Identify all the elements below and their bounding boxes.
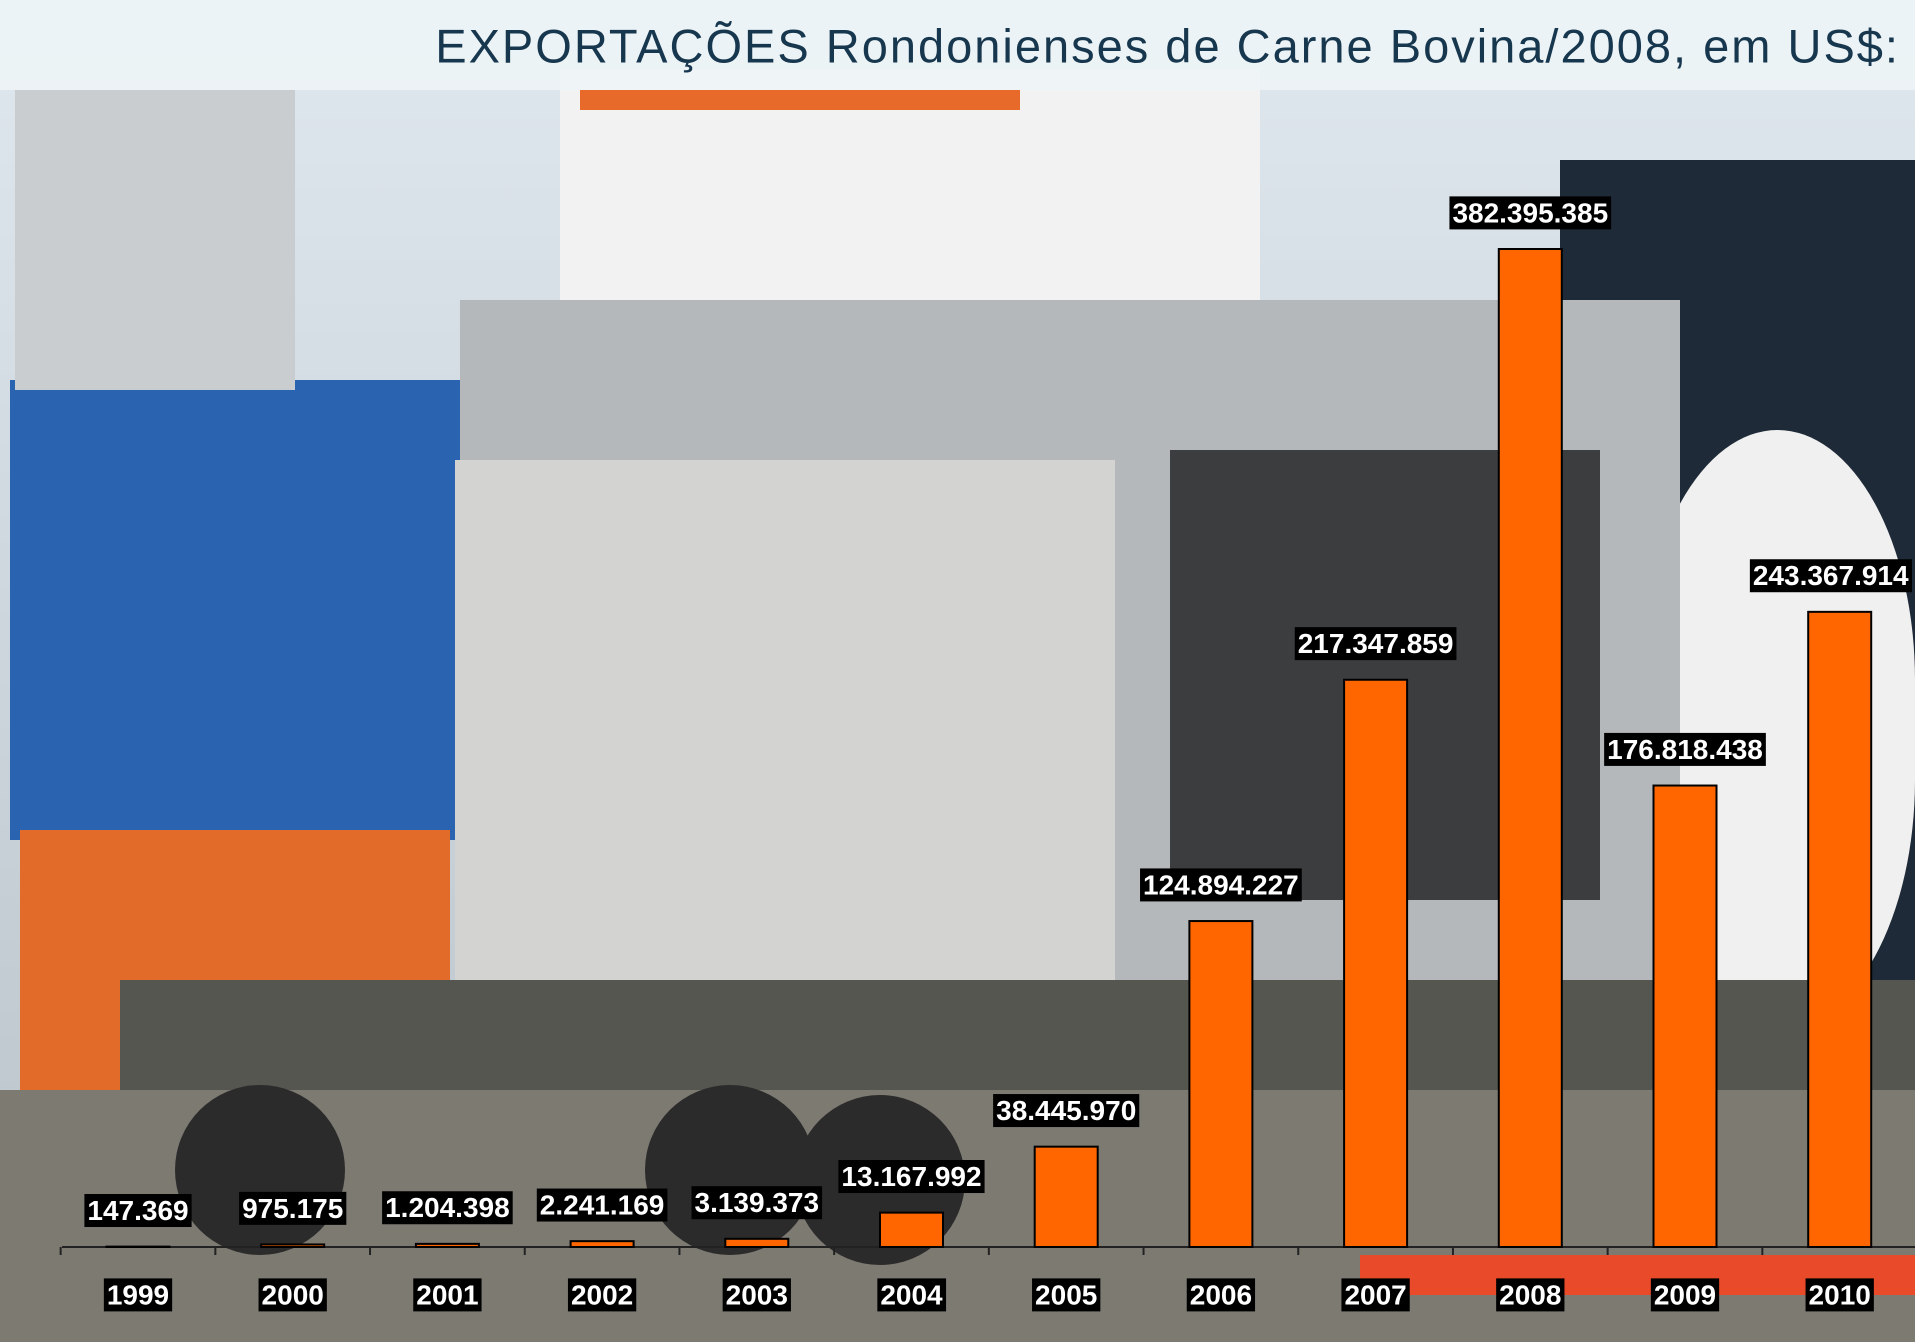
x-tick-label: 2009 — [1654, 1279, 1716, 1310]
value-label: 147.369 — [87, 1195, 188, 1226]
x-tick-label: 2001 — [416, 1279, 478, 1310]
value-label: 124.894.227 — [1143, 869, 1299, 900]
bar — [416, 1244, 479, 1247]
value-label: 975.175 — [242, 1193, 343, 1224]
x-tick-label: 2003 — [726, 1279, 788, 1310]
bar — [725, 1239, 788, 1247]
x-tick-label: 2002 — [571, 1279, 633, 1310]
value-label: 382.395.385 — [1452, 197, 1608, 228]
bar — [261, 1244, 324, 1247]
value-label: 38.445.970 — [996, 1095, 1136, 1126]
bar — [1189, 921, 1252, 1247]
page: EXPORTAÇÕES Rondonienses de Carne Bovina… — [0, 0, 1915, 1342]
bar — [1499, 249, 1562, 1247]
x-tick-label: 2006 — [1190, 1279, 1252, 1310]
x-tick-label: 1999 — [107, 1279, 169, 1310]
photo-background — [0, 0, 1915, 1342]
value-label: 1.204.398 — [385, 1192, 510, 1223]
x-tick-label: 2008 — [1499, 1279, 1561, 1310]
value-label: 217.347.859 — [1298, 628, 1454, 659]
bar — [1654, 786, 1717, 1247]
x-tick-label: 2005 — [1035, 1279, 1097, 1310]
value-label: 176.818.438 — [1607, 734, 1763, 765]
x-tick-label: 2000 — [262, 1279, 324, 1310]
chart-title: EXPORTAÇÕES Rondonienses de Carne Bovina… — [435, 19, 1900, 72]
value-label: 2.241.169 — [540, 1190, 665, 1221]
bar — [1035, 1147, 1098, 1247]
bar — [1344, 680, 1407, 1247]
x-tick-label: 2004 — [880, 1279, 943, 1310]
bar — [880, 1213, 943, 1247]
x-tick-label: 2007 — [1344, 1279, 1406, 1310]
value-label: 13.167.992 — [841, 1161, 981, 1192]
value-label: 243.367.914 — [1753, 560, 1909, 591]
bar — [571, 1241, 634, 1247]
x-tick-label: 2010 — [1809, 1279, 1871, 1310]
bar — [1808, 612, 1871, 1247]
chart: EXPORTAÇÕES Rondonienses de Carne Bovina… — [0, 0, 1915, 1342]
value-label: 3.139.373 — [695, 1187, 820, 1218]
